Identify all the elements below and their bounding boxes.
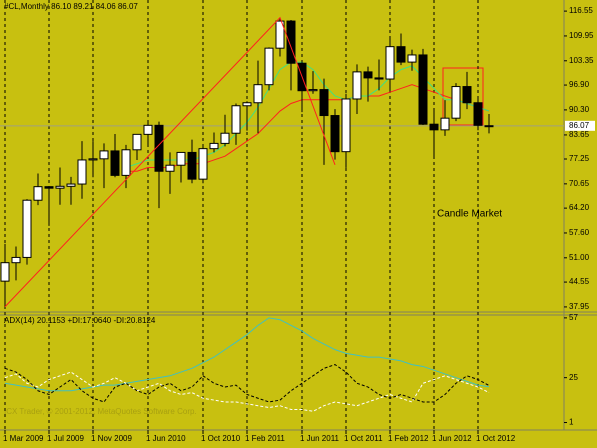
indicator-line (4, 317, 490, 392)
x-tick-label: 1 Oct 2010 (201, 434, 241, 443)
y-tick-label: 103.35 (569, 56, 594, 65)
candle-body (33, 186, 43, 201)
x-tick-label: 1 Feb 2012 (388, 434, 429, 443)
candle-body (352, 71, 362, 100)
y-tick-label: 109.95 (569, 31, 594, 40)
candle-body (0, 262, 10, 282)
candle-body (451, 86, 461, 119)
candle-body (385, 46, 395, 80)
x-tick-label: 1 Jun 2010 (146, 434, 186, 443)
candle-body (99, 150, 109, 160)
candle-body (165, 164, 175, 172)
copyright: ICX Trader, © 2001-2012, MetaQuotes Soft… (4, 407, 197, 416)
candle-body (484, 125, 494, 128)
x-tick-label: 1 Feb 2011 (245, 434, 285, 443)
candle-body (198, 148, 208, 180)
candle-body (209, 142, 219, 150)
candle-body (473, 102, 483, 126)
candle-body (242, 102, 252, 107)
annotation: Candle Market (437, 209, 502, 220)
candle-body (275, 20, 285, 49)
y-tick-label: 37.95 (569, 302, 590, 311)
x-tick-label: 1 Jun 2011 (300, 434, 340, 443)
candle-body (264, 47, 274, 86)
candle-body (110, 150, 120, 176)
candle-body (22, 199, 32, 258)
chart-title: #CL,Monthly 86.10 89.21 84.06 86.07 (4, 2, 138, 11)
candle-body (154, 124, 164, 172)
candle-body (363, 71, 373, 79)
y-tick-label: 116.55 (569, 6, 593, 15)
candle-body (396, 46, 406, 63)
zigzag (4, 16, 336, 308)
candle-body (11, 256, 21, 264)
y-tick-label: 25 (569, 373, 578, 382)
candle-body (407, 54, 417, 63)
candle-body (121, 149, 131, 176)
x-tick-label: 1 Oct 2012 (476, 434, 516, 443)
candle-body (330, 115, 340, 153)
y-tick-label: 70.65 (569, 179, 590, 188)
y-tick-label: 83.65 (569, 130, 590, 139)
x-tick-label: 1 Mar 2009 (3, 434, 44, 443)
candle-body (418, 54, 428, 125)
candle-body (440, 117, 450, 131)
candle-body (132, 133, 142, 151)
candle-body (429, 123, 439, 131)
y-tick-label: 51.00 (569, 253, 590, 262)
highlight-box (442, 67, 484, 126)
candle-body (253, 84, 263, 104)
candle-body (143, 124, 153, 135)
indicator-line (4, 364, 490, 403)
y-tick-label: 57.60 (569, 228, 590, 237)
x-tick-label: 1 Oct 2011 (344, 434, 383, 443)
candle-body (231, 105, 241, 134)
candle-body (374, 77, 384, 80)
y-tick-label: 44.55 (569, 277, 590, 286)
indicator-line (4, 371, 490, 412)
candle-body (77, 159, 87, 185)
indicator-label: ADX(14) 20.1153 +DI:17.0640 -DI:20.8124 (4, 316, 156, 325)
current-price-tag (565, 120, 595, 131)
moving-average (126, 84, 490, 172)
candle-body (187, 151, 197, 180)
candle-body (176, 151, 186, 166)
y-tick-label: 96.90 (569, 80, 590, 89)
x-tick-label: 1 Jul 2009 (47, 434, 84, 443)
current-price-label: 86.07 (569, 121, 590, 130)
candle-body (44, 186, 54, 189)
x-tick-label: 1 Jun 2012 (432, 434, 472, 443)
candle-body (462, 86, 472, 104)
candle-body (341, 98, 351, 153)
candle-body (66, 183, 76, 187)
candle-body (88, 158, 98, 161)
y-tick-label: 90.30 (569, 105, 590, 114)
y-tick-label: 77.25 (569, 154, 590, 163)
y-tick-label: 64.20 (569, 203, 590, 212)
candle-body (308, 89, 318, 92)
y-tick-label: 1 (569, 418, 574, 427)
moving-average (125, 61, 490, 168)
candle-body (286, 20, 296, 64)
candle-body (55, 185, 65, 189)
candle-body (319, 89, 329, 117)
candle-body (220, 132, 230, 144)
x-tick-label: 1 Nov 2009 (91, 434, 132, 443)
y-tick-label: 57 (569, 313, 578, 322)
